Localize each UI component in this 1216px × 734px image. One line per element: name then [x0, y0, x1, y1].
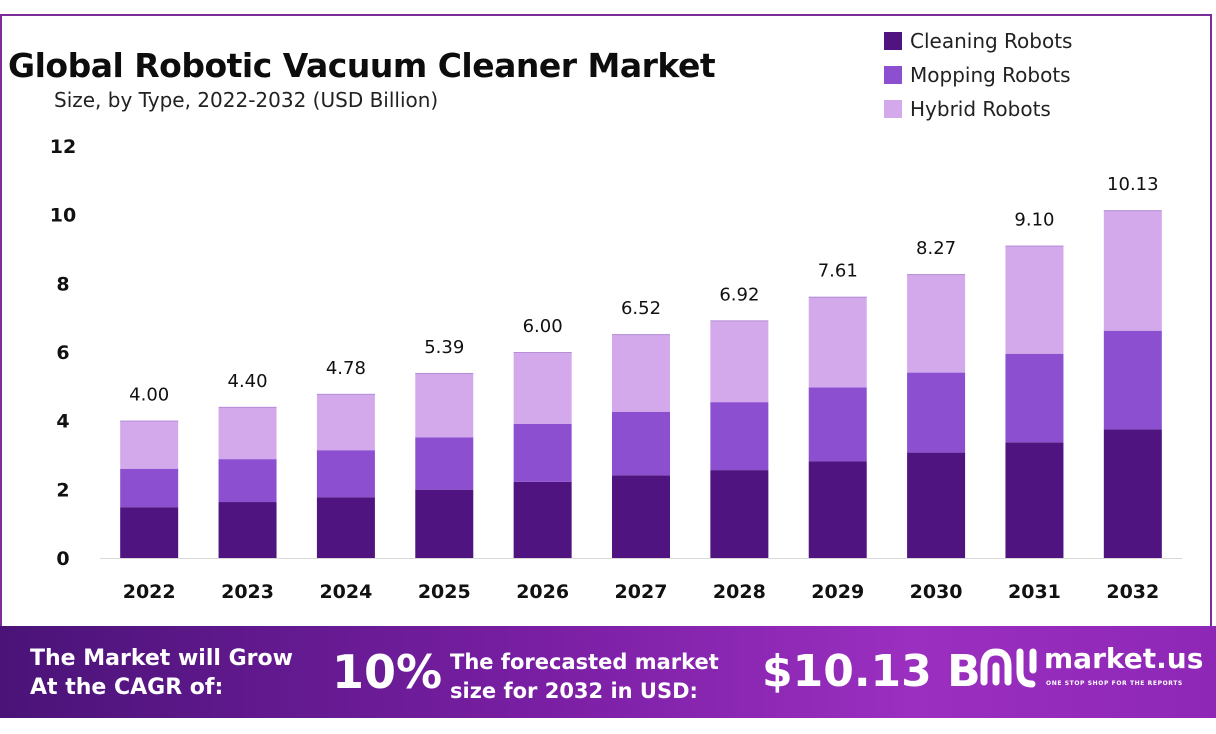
bar-segment-mopping-robots	[316, 450, 375, 498]
bar-segment-hybrid-robots	[710, 320, 769, 403]
y-tick-label: 2	[56, 479, 69, 501]
chart-title: Global Robotic Vacuum Cleaner Market	[8, 46, 716, 85]
bar-total-label: 7.61	[818, 261, 858, 282]
y-tick-label: 12	[50, 136, 76, 158]
legend-item-mopping-robots: Mopping Robots	[884, 58, 1072, 92]
bar-segment-hybrid-robots	[808, 296, 867, 388]
stacked-bar-chart: 0 2 4 6 8 10 12 4.00 2022 4.40 2023 4.78 2024 5.39 202…	[50, 136, 1182, 603]
brand-name: market.us	[1044, 642, 1204, 675]
cagr-label: The Market will Grow At the CAGR of:	[30, 646, 293, 700]
legend-swatch-hybrid-robots	[884, 100, 902, 118]
x-tick-label: 2023	[221, 581, 274, 603]
bar-segment-cleaning-robots	[316, 497, 375, 558]
bar-segment-mopping-robots	[1005, 353, 1064, 443]
chart-subtitle: Size, by Type, 2022-2032 (USD Billion)	[54, 88, 439, 112]
bar-segment-hybrid-robots	[1005, 245, 1064, 354]
bar-total-label: 8.27	[916, 238, 956, 259]
summary-banner: The Market will Grow At the CAGR of: 10%…	[0, 626, 1216, 718]
brand-tagline: ONE STOP SHOP FOR THE REPORTS	[1046, 680, 1183, 687]
x-tick-label: 2026	[516, 581, 569, 603]
bar-segment-cleaning-robots	[612, 475, 670, 558]
legend-swatch-mopping-robots	[884, 66, 902, 84]
x-tick-label: 2029	[811, 581, 864, 603]
bar-total-label: 4.40	[228, 371, 268, 392]
y-tick-label: 0	[56, 548, 69, 570]
bar-segment-cleaning-robots	[120, 507, 179, 558]
x-tick-label: 2030	[910, 581, 963, 603]
bar-segment-mopping-robots	[710, 402, 769, 471]
bar-total-label: 6.00	[523, 316, 563, 337]
legend-label-cleaning-robots: Cleaning Robots	[910, 29, 1073, 53]
bar-total-label: 6.92	[719, 284, 759, 305]
bar-segment-cleaning-robots	[513, 481, 572, 558]
x-tick-label: 2028	[713, 581, 766, 603]
bar-total-label: 4.00	[129, 385, 169, 406]
bar-segment-cleaning-robots	[907, 452, 966, 558]
y-tick-label: 6	[56, 342, 69, 364]
legend-item-cleaning-robots: Cleaning Robots	[884, 24, 1072, 58]
legend: Cleaning Robots Mopping Robots Hybrid Ro…	[884, 24, 1072, 126]
legend-label-hybrid-robots: Hybrid Robots	[910, 97, 1051, 121]
bar-total-label: 9.10	[1014, 210, 1054, 231]
y-tick-label: 4	[56, 411, 69, 433]
legend-item-hybrid-robots: Hybrid Robots	[884, 92, 1072, 126]
bar-segment-mopping-robots	[907, 372, 966, 453]
bar-total-label: 10.13	[1107, 174, 1159, 195]
bar-total-label: 6.52	[621, 298, 661, 319]
bar-total-label: 5.39	[424, 337, 464, 358]
bar-segment-hybrid-robots	[415, 372, 474, 438]
x-tick-label: 2025	[418, 581, 471, 603]
cagr-value: 10%	[332, 645, 443, 699]
x-tick-label: 2022	[123, 581, 176, 603]
bar-segment-mopping-robots	[808, 387, 867, 462]
bar-segment-hybrid-robots	[120, 420, 179, 469]
x-tick-label: 2031	[1008, 581, 1061, 603]
bar-segment-hybrid-robots	[316, 393, 375, 451]
bar-segment-mopping-robots	[120, 468, 179, 508]
bar-segment-cleaning-robots	[218, 502, 277, 558]
x-tick-label: 2024	[319, 581, 372, 603]
legend-label-mopping-robots: Mopping Robots	[910, 63, 1071, 87]
bar-segment-mopping-robots	[1103, 330, 1162, 430]
legend-swatch-cleaning-robots	[884, 32, 902, 50]
x-tick-label: 2027	[615, 581, 668, 603]
bar-segment-hybrid-robots	[907, 274, 966, 373]
bar-segment-hybrid-robots	[218, 406, 277, 460]
bar-segment-hybrid-robots	[612, 334, 670, 412]
bar-segment-cleaning-robots	[808, 461, 867, 558]
y-tick-label: 10	[50, 205, 76, 227]
x-tick-label: 2032	[1106, 581, 1159, 603]
bar-segment-mopping-robots	[513, 423, 572, 482]
bar-segment-mopping-robots	[218, 459, 277, 503]
forecast-value: $10.13 B	[762, 646, 981, 697]
bar-segment-hybrid-robots	[1103, 210, 1162, 331]
bar-segment-hybrid-robots	[513, 352, 572, 424]
bar-total-label: 4.78	[326, 358, 366, 379]
bar-segment-mopping-robots	[415, 437, 474, 490]
bar-segment-cleaning-robots	[710, 470, 769, 558]
forecast-label: The forecasted market size for 2032 in U…	[450, 650, 719, 703]
bar-segment-mopping-robots	[612, 411, 670, 476]
y-tick-label: 8	[56, 273, 69, 295]
bar-segment-cleaning-robots	[1103, 429, 1162, 558]
bar-segment-cleaning-robots	[1005, 442, 1064, 558]
market-us-logo-icon	[980, 648, 1037, 688]
bar-segment-cleaning-robots	[415, 489, 474, 558]
